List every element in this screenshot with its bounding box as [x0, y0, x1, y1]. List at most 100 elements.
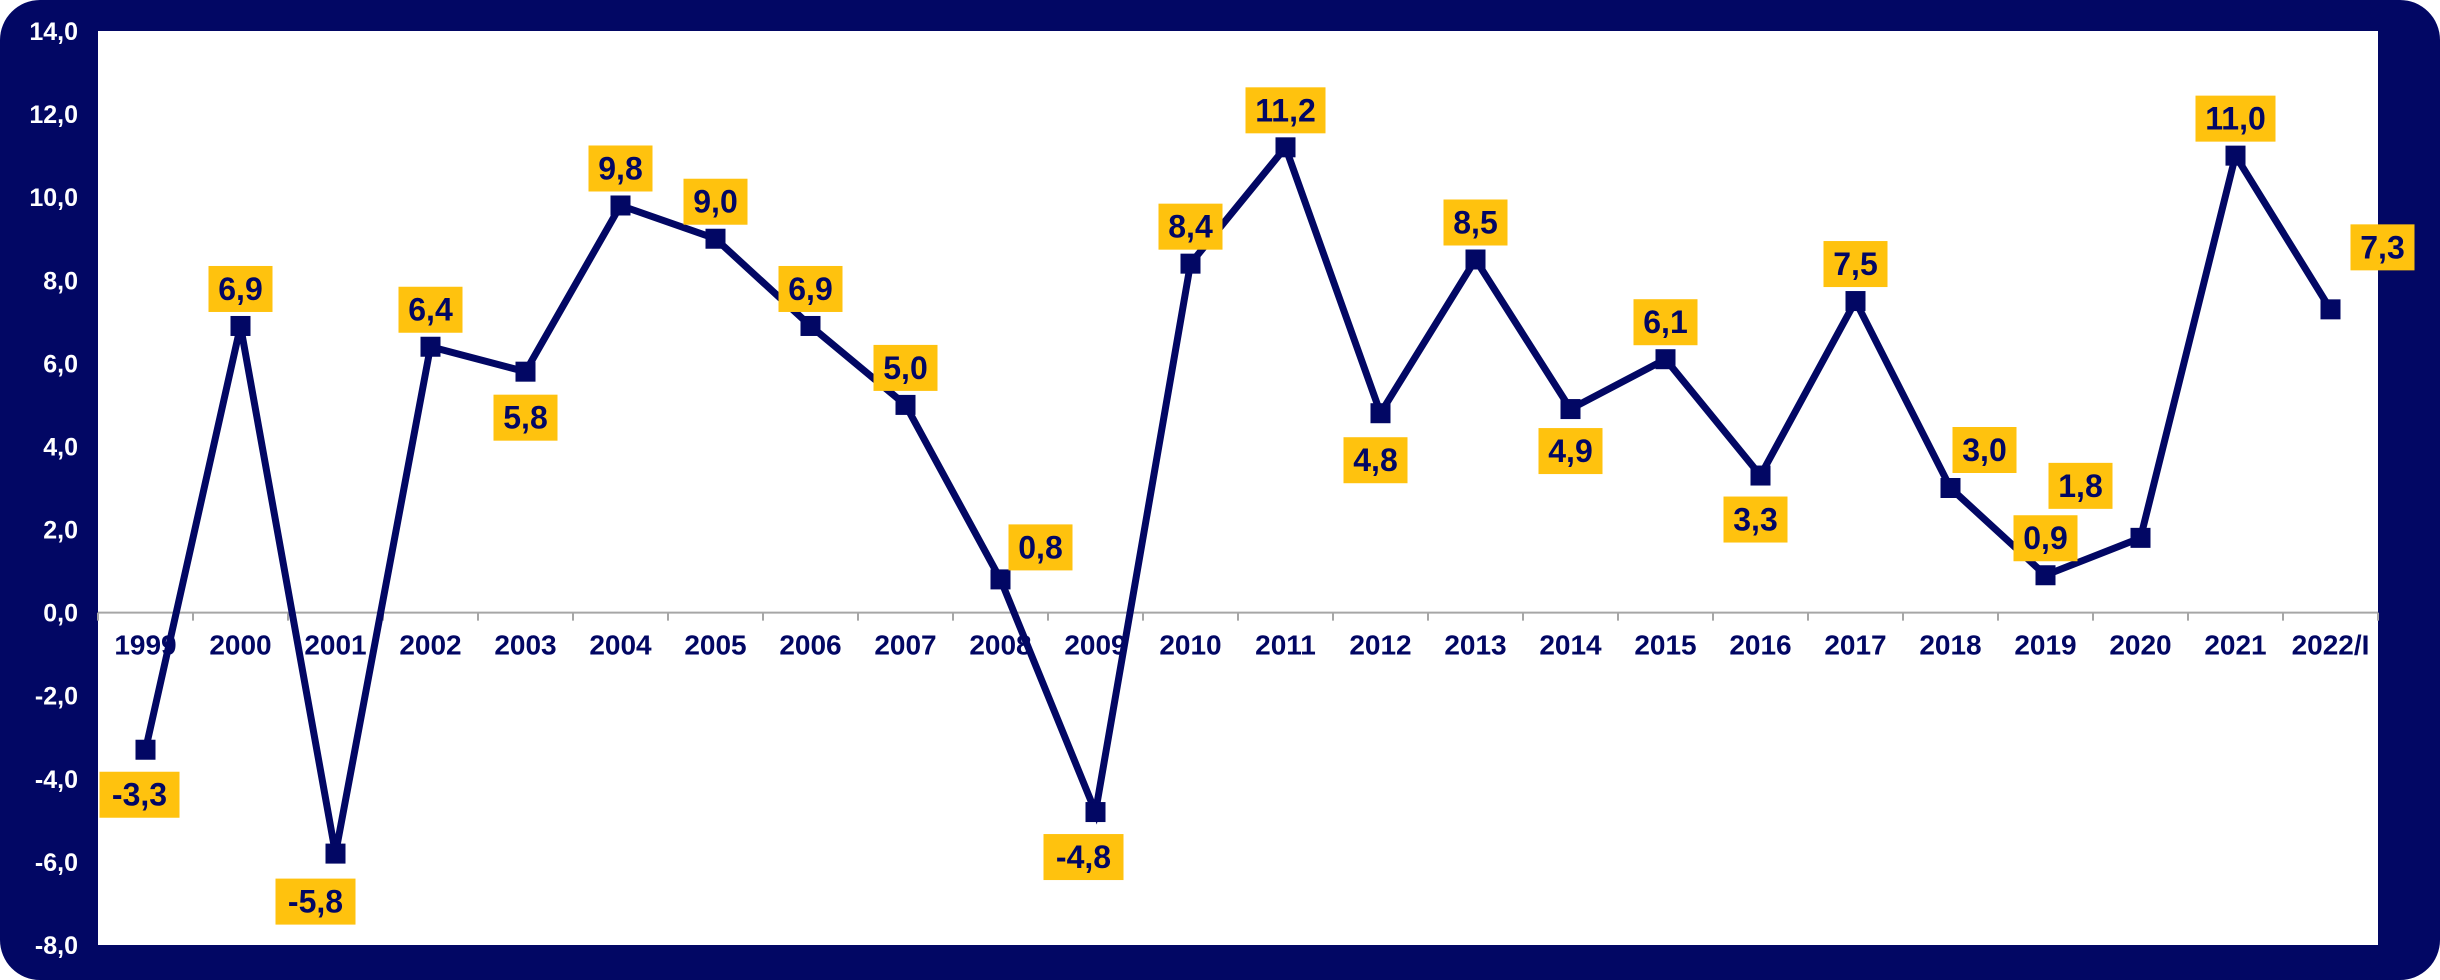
- data-point-marker: [1655, 349, 1676, 370]
- data-point-marker: [610, 195, 631, 216]
- data-point-marker: [895, 394, 916, 415]
- data-label: 7,5: [1833, 246, 1877, 282]
- x-category-label: 2017: [1824, 630, 1886, 661]
- x-category-label: 2014: [1539, 630, 1602, 661]
- plot-area: [98, 31, 2378, 945]
- y-axis-ticks: 14,0 12,0 10,0 8,0 6,0 4,0 2,0 0,0 -2,0 -4,0 -6,0 -…: [29, 18, 78, 960]
- data-label: 5,8: [503, 400, 547, 436]
- data-label-box: [2048, 462, 2113, 509]
- data-label: 1,8: [2058, 468, 2102, 504]
- x-category-label: 2005: [684, 630, 746, 661]
- data-label: 8,5: [1453, 205, 1497, 241]
- data-point-marker: [705, 228, 726, 249]
- data-label-box: [99, 771, 180, 818]
- data-label-box: [1245, 87, 1326, 134]
- y-tick-label: 8,0: [43, 267, 78, 295]
- data-label: 6,4: [408, 292, 453, 328]
- data-point-marker: [800, 315, 821, 336]
- series-markers: [135, 137, 2341, 864]
- data-point-marker: [2225, 145, 2246, 166]
- data-label: 7,3: [2360, 229, 2404, 265]
- data-label-box: [493, 394, 558, 441]
- x-category-label: 2000: [209, 630, 271, 661]
- data-point-marker: [990, 569, 1011, 590]
- data-label: 0,8: [1018, 529, 1062, 565]
- y-tick-label: -4,0: [35, 766, 78, 794]
- data-label-box: [1823, 241, 1888, 288]
- data-point-marker: [1845, 291, 1866, 312]
- x-category-label: 2019: [2014, 630, 2076, 661]
- data-label: 3,3: [1733, 502, 1777, 538]
- x-category-label: 2013: [1444, 630, 1506, 661]
- data-label: 11,2: [1255, 92, 1316, 128]
- data-point-marker: [515, 361, 536, 382]
- data-label-box: [1723, 496, 1788, 543]
- data-label: 5,0: [883, 350, 927, 386]
- y-tick-label: 2,0: [43, 517, 78, 545]
- data-label-box: [398, 286, 463, 333]
- data-label-box: [778, 265, 843, 312]
- data-label-box: [275, 878, 356, 925]
- data-label: 11,0: [2205, 101, 2266, 137]
- data-point-marker: [2130, 527, 2151, 548]
- x-category-label: 2018: [1919, 630, 1981, 661]
- data-label: -5,8: [288, 884, 343, 920]
- data-point-marker: [1085, 802, 1106, 823]
- data-point-marker: [135, 739, 156, 760]
- data-label-box: [1952, 427, 2017, 473]
- x-category-label: 2021: [2204, 630, 2266, 661]
- y-tick-label: -6,0: [35, 849, 78, 877]
- x-category-label: 2009: [1064, 630, 1126, 661]
- y-tick-label: -8,0: [35, 932, 78, 960]
- data-label-box: [2013, 515, 2078, 562]
- data-point-marker: [325, 843, 346, 864]
- data-label-box: [1538, 428, 1603, 475]
- x-category-label: 2006: [779, 630, 841, 661]
- x-category-label: 2004: [589, 630, 652, 661]
- series-line: [142, 140, 2334, 855]
- data-label-box: [588, 145, 653, 192]
- y-tick-label: 4,0: [43, 433, 78, 461]
- x-category-label: 2012: [1349, 630, 1411, 661]
- data-label: -4,8: [1056, 839, 1111, 875]
- data-point-marker: [2035, 565, 2056, 586]
- x-axis-category-labels: 1999 2000 2001 2002 2003 2004 2005 2006 2007 2008…: [114, 630, 2369, 661]
- data-label-box: [208, 265, 273, 312]
- data-label: -3,3: [112, 777, 167, 813]
- y-tick-label: 14,0: [29, 18, 78, 46]
- x-category-label: 2001: [304, 630, 366, 661]
- data-point-marker: [1750, 465, 1771, 486]
- data-label: 0,9: [2023, 520, 2067, 556]
- data-point-marker: [420, 336, 441, 357]
- x-category-label: 2016: [1729, 630, 1791, 661]
- data-label: 6,9: [788, 271, 832, 307]
- y-tick-label: -2,0: [35, 683, 78, 711]
- data-label-box: [873, 344, 938, 391]
- data-label-box: [1343, 437, 1408, 484]
- y-tick-label: 0,0: [43, 600, 78, 628]
- data-point-marker: [230, 315, 251, 336]
- y-tick-label: 6,0: [43, 350, 78, 378]
- x-axis-tick-marks: [97, 612, 2379, 621]
- data-label-box: [1043, 834, 1124, 881]
- data-label: 9,0: [693, 184, 737, 220]
- x-category-label: 2002: [399, 630, 461, 661]
- x-category-label: 2007: [874, 630, 936, 661]
- x-category-label: 2010: [1159, 630, 1221, 661]
- data-label: 9,8: [598, 150, 642, 186]
- data-label: 4,9: [1548, 433, 1592, 469]
- data-label-box: [2350, 224, 2415, 271]
- data-point-marker: [1940, 478, 1961, 498]
- x-category-label: 2022/I: [2292, 630, 2370, 661]
- data-point-marker: [1370, 403, 1391, 424]
- data-label: 6,9: [218, 271, 262, 307]
- data-label-box: [1158, 203, 1223, 250]
- data-label: 3,0: [1962, 432, 2006, 468]
- x-category-label: 2020: [2109, 630, 2171, 661]
- data-point-marker: [2320, 299, 2341, 320]
- data-point-marker: [1180, 253, 1201, 274]
- data-label-box: [1443, 199, 1508, 246]
- data-label-box: [1008, 524, 1073, 571]
